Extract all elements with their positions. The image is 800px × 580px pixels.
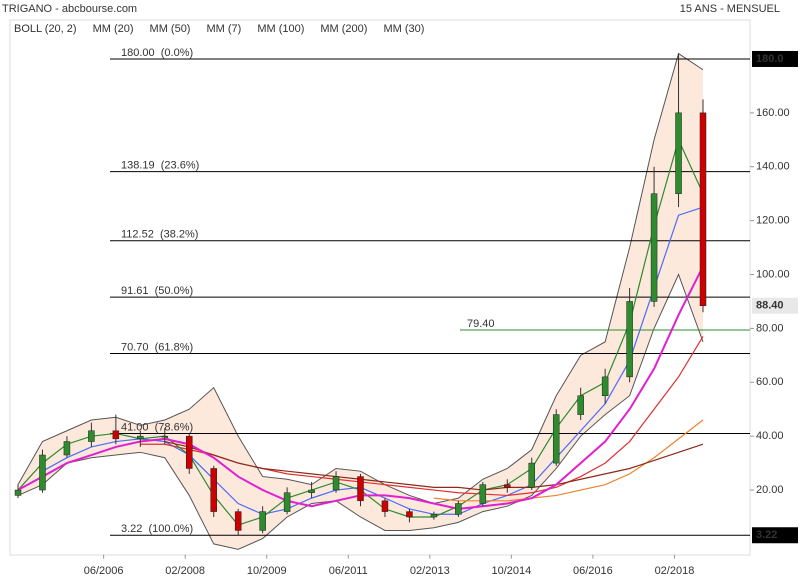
- candle-body: [308, 489, 315, 493]
- legend: BOLL (20, 2) MM (20) MM (50) MM (7) MM (100)…: [14, 23, 424, 35]
- legend-entry: MM (200): [320, 23, 367, 35]
- legend-entry: MM (100): [257, 23, 304, 35]
- candle-body: [504, 484, 511, 488]
- candle-body: [601, 376, 609, 396]
- moving-average: [433, 419, 704, 502]
- chart-title: TRIGANO - abcbourse.com: [2, 3, 137, 15]
- candle-body: [406, 511, 413, 518]
- y-tick-label: 140.00: [756, 161, 790, 173]
- candle-body: [259, 511, 266, 531]
- price-tag-box: [752, 50, 798, 67]
- candle-body: [332, 476, 340, 491]
- x-tick-label: 06/2011: [329, 565, 368, 577]
- moving-average: [17, 138, 704, 526]
- candle-body: [699, 112, 707, 307]
- legend-entry: MM (50): [150, 23, 191, 35]
- candle-body: [161, 435, 169, 438]
- candle-body: [650, 193, 658, 302]
- fib-label: 3.22 (100.0%): [121, 523, 193, 535]
- fib-label: 91.61 (50.0%): [121, 285, 193, 297]
- candle-body: [137, 435, 144, 440]
- candle-body: [577, 395, 584, 415]
- x-tick-label: 06/2016: [573, 565, 613, 577]
- candle-body: [14, 489, 22, 496]
- fib-label: 138.19 (23.6%): [121, 160, 199, 172]
- band-fill: [18, 53, 703, 550]
- candle-body: [357, 476, 364, 502]
- candle-body: [88, 430, 95, 442]
- x-tick-label: 02/2018: [655, 565, 695, 577]
- fib-label: 41.00 (78.6%): [121, 421, 193, 433]
- legend-entry: BOLL (20, 2): [14, 23, 77, 35]
- x-tick-label: 10/2014: [491, 565, 531, 577]
- y-tick-label: 80.00: [756, 322, 784, 334]
- candle-body: [528, 462, 535, 488]
- y-tick-label: 120.00: [756, 215, 790, 227]
- candle-body: [63, 441, 71, 456]
- price-tag-label: 3.22: [756, 529, 777, 541]
- x-tick-label: 02/2013: [410, 565, 450, 577]
- fib-label: 180.00 (0.0%): [121, 47, 193, 59]
- x-tick-label: 02/2008: [165, 565, 205, 577]
- candle-body: [479, 484, 487, 504]
- y-tick-label: 20.00: [756, 484, 784, 496]
- x-tick-label: 06/2006: [84, 565, 124, 577]
- chart-subtitle: 15 ANS - MENSUEL: [680, 3, 780, 15]
- band-lower: [17, 273, 704, 550]
- candle-body: [186, 435, 193, 469]
- price-tag-label: 88.40: [756, 300, 784, 312]
- y-tick-label: 160.00: [756, 107, 790, 119]
- moving-average: [164, 440, 704, 491]
- price-tag-box: [752, 297, 798, 314]
- candle-body: [234, 511, 242, 531]
- candle-body: [455, 503, 462, 515]
- y-tick-label: 100.00: [756, 268, 790, 280]
- plot-frame: [9, 19, 751, 556]
- candle-body: [210, 468, 217, 512]
- legend-entry: MM (30): [383, 23, 424, 35]
- fib-label: 70.70 (61.8%): [121, 341, 193, 353]
- support-label: 79.40: [467, 318, 495, 330]
- candle-body: [626, 301, 633, 378]
- candle-body: [112, 430, 120, 440]
- y-tick-label: 60.00: [756, 376, 784, 388]
- x-tick-label: 10/2009: [247, 565, 287, 577]
- candle-body: [430, 514, 438, 518]
- candle-body: [381, 500, 389, 512]
- y-tick-label: 40.00: [756, 430, 784, 442]
- candle-body: [39, 454, 46, 491]
- price-tag-label: 180.0: [756, 53, 784, 65]
- candle-body: [552, 414, 560, 464]
- candle-body: [283, 492, 291, 512]
- candle-body: [675, 112, 682, 194]
- legend-entry: MM (7): [206, 23, 241, 35]
- price-tag-box: [752, 527, 798, 544]
- fib-label: 112.52 (38.2%): [121, 229, 198, 241]
- legend-entry: MM (20): [93, 23, 134, 35]
- band-upper: [17, 52, 704, 505]
